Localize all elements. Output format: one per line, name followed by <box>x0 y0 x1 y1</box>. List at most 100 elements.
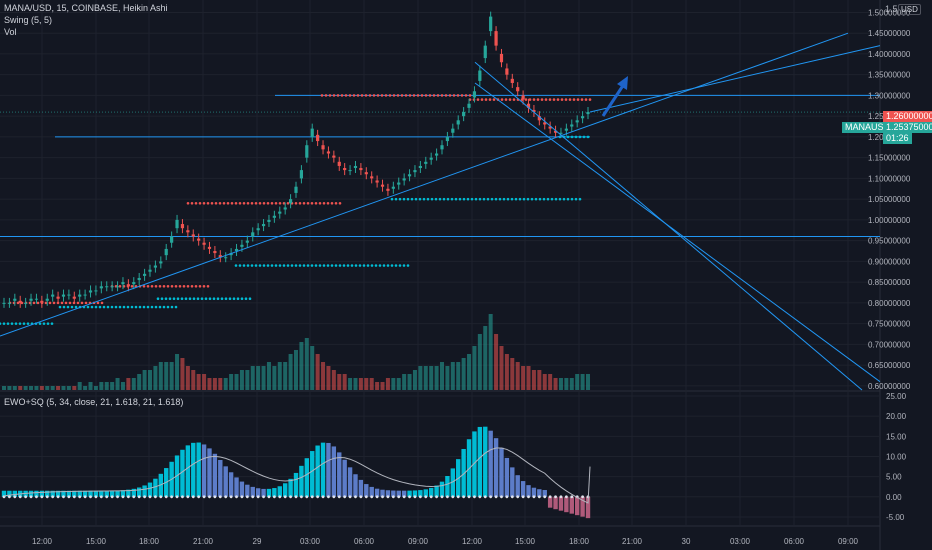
currency-button[interactable]: USD <box>898 4 921 15</box>
volume-bar <box>304 338 309 390</box>
support-dot <box>244 297 248 301</box>
volume-bar <box>185 366 190 390</box>
support-dot <box>14 322 18 325</box>
ewo-zero-dot <box>581 495 584 499</box>
volume-bar <box>142 370 147 390</box>
candle-body <box>72 296 76 299</box>
time-axis[interactable]: 12:00 15:00 18:00 21:00 29 03:00 06:00 09:00 12:… <box>32 537 859 546</box>
volume-bar <box>423 366 428 390</box>
ewo-zero-dot <box>175 495 179 499</box>
support-dot <box>160 297 164 301</box>
trendline <box>474 82 881 383</box>
volume-bar <box>23 386 28 390</box>
resistance-dot <box>302 201 306 205</box>
resistance-dot <box>64 301 68 305</box>
price-axis[interactable]: 1.50000000 1.45000000 1.40000000 1.35000000… <box>868 8 911 390</box>
price-axis-label: 0.75000000 <box>868 320 911 329</box>
support-dot <box>228 297 232 301</box>
candle-body <box>375 180 379 183</box>
resistance-dot <box>44 301 48 305</box>
resistance-dot <box>564 98 568 101</box>
legend-symbol[interactable]: MANA/USD, 15, COINBASE, Heikin Ashi <box>4 3 168 13</box>
support-dot <box>526 197 530 201</box>
candle-body <box>413 170 417 173</box>
candle-body <box>489 16 493 32</box>
ewo-zero-dot <box>554 495 557 499</box>
volume-bar <box>164 362 169 390</box>
ewo-zero-dot <box>235 495 238 499</box>
candle-body <box>175 219 179 229</box>
candle-body <box>337 161 341 166</box>
ewo-bar <box>207 448 212 497</box>
volume-bar <box>72 386 77 390</box>
candle-body <box>224 257 228 259</box>
ewo-zero-dot <box>154 495 157 499</box>
volume-bar <box>212 378 217 390</box>
candle-body <box>424 161 428 164</box>
volume-bar <box>445 366 450 390</box>
price-axis-label: 1.50000000 <box>868 8 911 17</box>
volume-bar <box>250 366 255 390</box>
candle-body <box>240 244 244 247</box>
ewo-zero-dot <box>310 495 314 499</box>
ewo-zero-dot <box>262 495 265 499</box>
candle-body <box>88 290 93 293</box>
volume-bar <box>553 378 558 390</box>
ewo-bar <box>115 490 120 497</box>
ewo-zero-dot <box>532 495 536 499</box>
legend-ewo[interactable]: EWO+SQ (5, 34, close, 21, 1.618, 21, 1.6… <box>4 397 184 407</box>
support-dot <box>274 264 278 267</box>
volume-bar <box>294 350 298 390</box>
ewo-zero-dot <box>278 495 282 499</box>
support-dot <box>164 297 168 301</box>
volume-bar <box>342 374 347 390</box>
candle-body <box>164 248 168 256</box>
resistance-dot <box>210 201 214 205</box>
time-axis-label: 30 <box>682 537 691 546</box>
ewo-axis-label: 25.00 <box>886 392 907 401</box>
legend-swing[interactable]: Swing (5, 5) <box>4 15 53 25</box>
ewo-bar <box>93 490 99 497</box>
ewo-bar <box>82 490 88 497</box>
ewo-bar <box>304 458 310 497</box>
support-dot <box>286 264 290 267</box>
ewo-axis[interactable]: 25.00 20.00 15.00 10.00 5.00 0.00 -5.00 <box>886 392 907 522</box>
ewo-bar <box>342 459 347 497</box>
ewo-zero-dot <box>337 495 341 499</box>
candle-body <box>543 122 547 125</box>
trendline <box>0 32 849 337</box>
ewo-zero-dot <box>18 495 22 499</box>
ewo-zero-dot <box>13 495 17 499</box>
resistance-dot <box>334 201 338 205</box>
volume-bar <box>131 378 136 390</box>
volume-bar <box>537 370 542 390</box>
volume-bar <box>153 366 158 390</box>
candle-body <box>532 109 536 113</box>
ewo-bar <box>153 478 158 497</box>
support-dot <box>102 305 106 309</box>
ewo-bar <box>564 496 569 513</box>
resistance-dot <box>360 94 364 97</box>
ewo-bar <box>488 430 493 497</box>
support-dot <box>370 264 374 267</box>
ewo-bar <box>45 490 50 497</box>
ewo-bar <box>331 446 337 497</box>
volume-bar <box>580 374 585 390</box>
resistance-dot <box>154 284 158 288</box>
volume-bar <box>586 374 590 390</box>
candle-body <box>521 95 525 100</box>
ewo-bar <box>255 488 261 497</box>
support-dot <box>184 297 188 301</box>
legend-vol[interactable]: Vol <box>4 27 17 37</box>
support-dot <box>282 264 286 267</box>
support-dot <box>566 197 570 201</box>
ewo-zero-dot <box>99 495 103 499</box>
volume-bar <box>169 362 174 390</box>
ewo-bar <box>347 467 353 497</box>
time-axis-label: 09:00 <box>408 537 429 546</box>
ewo-bar <box>34 490 39 497</box>
support-dot <box>0 322 2 325</box>
volume-bar <box>412 370 417 390</box>
support-dot <box>518 197 522 201</box>
